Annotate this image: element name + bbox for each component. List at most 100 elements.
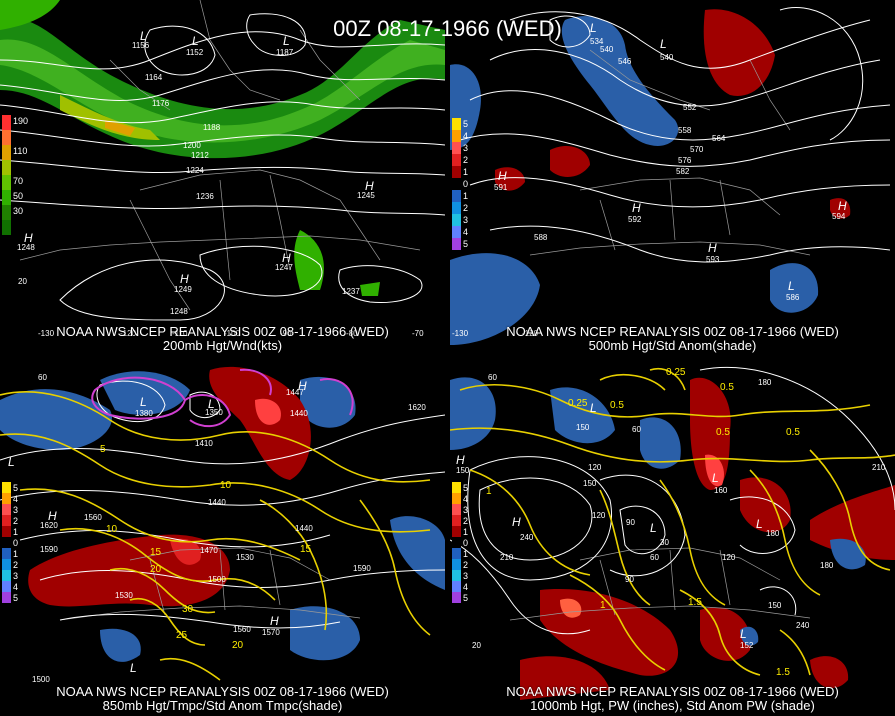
contour-label: 1530 <box>236 553 254 562</box>
legend-swatch: 1 <box>452 526 468 537</box>
pw-label: 0.5 <box>720 382 734 393</box>
contour-label: 1164 <box>145 73 163 82</box>
legend-swatch: 4 <box>2 581 18 592</box>
lon-label: -130 <box>38 329 55 338</box>
contour-label: 534 <box>590 37 604 46</box>
contour-label: 240 <box>796 621 810 630</box>
contour-label: 1500 <box>32 675 50 684</box>
lon-label: -120 <box>522 329 539 338</box>
legend-swatch: 5 <box>2 592 18 603</box>
legend-swatch: 5 <box>452 482 468 493</box>
legend-swatch: 2 <box>2 515 18 526</box>
pw-label: 1 <box>600 600 606 611</box>
map-1000mb: 180 150 120 150 120 90 60 30 240 210 90 … <box>450 367 895 700</box>
contour-label: 540 <box>600 45 614 54</box>
contour-label: 1440 <box>295 524 313 533</box>
contour-label: 1248 <box>17 243 35 252</box>
legend-swatch: 3 <box>2 504 18 515</box>
legend-swatch: 5 <box>2 482 18 493</box>
contour-label: 1440 <box>208 498 226 507</box>
low-marker: L <box>660 37 667 51</box>
contour-label: 180 <box>758 378 772 387</box>
panel-caption: NOAA NWS NCEP REANALYSIS 00Z 08-17-1966 … <box>506 684 839 699</box>
lon-label: -130 <box>452 329 469 338</box>
contour-label: 591 <box>494 183 508 192</box>
contour-label: 1350 <box>205 408 223 417</box>
high-marker: H <box>498 169 507 183</box>
contour-label: 90 <box>626 518 635 527</box>
temp-label: 25 <box>176 630 188 641</box>
contour-label: 1152 <box>186 48 204 57</box>
legend-swatch: 4 <box>452 493 468 504</box>
contour-label: 60 <box>632 425 641 434</box>
contour-label: 1620 <box>40 521 58 530</box>
contour-label: 588 <box>534 233 548 242</box>
low-marker: L <box>788 279 795 293</box>
low-marker: L <box>740 627 747 641</box>
contour-label: 150 <box>768 601 782 610</box>
contour-label: 1200 <box>183 141 201 150</box>
legend-swatch: 4 <box>2 493 18 504</box>
panel-subtitle: 200mb Hgt/Wnd(kts) <box>162 338 283 353</box>
contour-label: 1188 <box>203 123 221 132</box>
panel-200mb: 1156 1152 1187 1164 1176 1188 1200 1212 … <box>0 0 445 356</box>
legend-swatch <box>2 220 11 235</box>
contour-label: 564 <box>712 134 726 143</box>
legend-swatch: 3 <box>452 142 468 154</box>
contour-label: 1560 <box>233 625 251 634</box>
legend-swatch: 2 <box>452 559 468 570</box>
contour-label: 1236 <box>196 192 214 201</box>
color-legend: 5 4 3 2 1 0 1 2 3 4 5 <box>2 482 18 603</box>
lon-label: -70 <box>412 329 424 338</box>
contour-label: 1570 <box>262 628 280 637</box>
contour-label: 582 <box>676 167 690 176</box>
contour-label: 1224 <box>186 166 204 175</box>
panel-caption: NOAA NWS NCEP REANALYSIS 00Z 08-17-1966 … <box>506 324 839 339</box>
lon-label: -80 <box>346 329 358 338</box>
temp-label: 5 <box>100 444 106 455</box>
legend-swatch: 0 <box>452 178 468 190</box>
contour-label: 120 <box>592 511 606 520</box>
pw-label: 0.25 <box>666 367 686 378</box>
low-marker: L <box>192 34 199 48</box>
temp-label: 15 <box>300 544 312 555</box>
contour-label: 1247 <box>275 263 293 272</box>
contour-label: 592 <box>628 215 642 224</box>
high-marker: H <box>24 231 33 245</box>
lon-label: -100 <box>224 329 241 338</box>
temp-label: 20 <box>232 640 244 651</box>
contour-label: 570 <box>690 145 704 154</box>
contour-label: 1440 <box>290 409 308 418</box>
contour-label: 150 <box>576 423 590 432</box>
panel-subtitle: 500mb Hgt/Std Anom(shade) <box>588 338 757 353</box>
contour-label: 30 <box>660 538 669 547</box>
contour-label: 1187 <box>276 48 294 57</box>
low-marker: L <box>140 395 147 409</box>
low-marker: L <box>756 517 763 531</box>
contour-label: 1245 <box>357 191 375 200</box>
color-legend: 190 110 70 50 30 <box>2 115 28 235</box>
low-marker: L <box>283 34 290 48</box>
legend-swatch: 3 <box>452 570 468 581</box>
legend-swatch: 1 <box>2 548 18 559</box>
contour-label: 1156 <box>132 41 150 50</box>
pw-label: 1.5 <box>688 597 702 608</box>
pw-label: 0.25 <box>568 398 588 409</box>
legend-swatch: 2 <box>452 202 468 214</box>
legend-swatch: 70 <box>2 175 23 190</box>
low-marker: L <box>130 661 137 675</box>
contour-label: 150 <box>456 466 470 475</box>
legend-swatch: 30 <box>2 205 23 220</box>
high-marker: H <box>180 272 189 286</box>
contour-label: 593 <box>706 255 720 264</box>
legend-swatch: 190 <box>2 115 28 130</box>
contour-label: 552 <box>683 103 697 112</box>
panel-subtitle: 1000mb Hgt, PW (inches), Std Anom PW (sh… <box>530 698 815 713</box>
lon-label: 20 <box>472 641 481 650</box>
high-marker: H <box>512 515 521 529</box>
contour-label: 1560 <box>84 513 102 522</box>
contour-label: 546 <box>618 57 632 66</box>
contour-label: 1248 <box>170 307 188 316</box>
lon-label: -90 <box>280 329 292 338</box>
legend-swatch: 1 <box>452 166 468 178</box>
